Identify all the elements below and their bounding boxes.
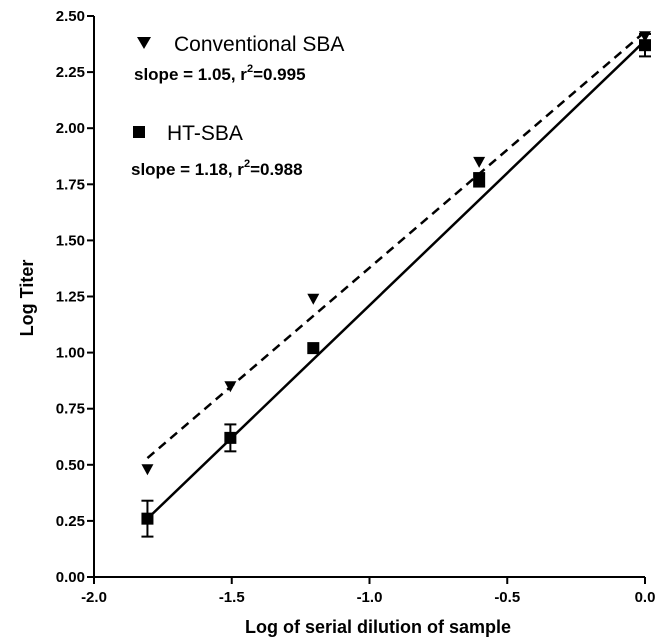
- r2-exponent: 2: [247, 63, 253, 75]
- fit-line-conventional-sba: [146, 30, 646, 460]
- y-tick-label: 2.25: [56, 64, 85, 81]
- legend-label-conventional-sba: Conventional SBA: [174, 33, 344, 56]
- y-tick-label: 1.00: [56, 345, 85, 362]
- point-conventional-sba: [141, 464, 154, 476]
- x-axis-ticks: -2.0 -1.5 -1.0 -0.5 0.0: [81, 577, 655, 606]
- slope-annotation-conventional-sba: slope = 1.05, r2=0.995: [134, 63, 306, 84]
- y-tick-label: 0.00: [56, 569, 85, 586]
- data-points: [141, 31, 651, 525]
- x-tick-label: -1.0: [357, 589, 383, 606]
- legend: Conventional SBA slope = 1.05, r2=0.995 …: [131, 33, 344, 179]
- y-tick-label: 1.75: [56, 176, 85, 193]
- x-tick-label: -0.5: [494, 589, 520, 606]
- fit-lines: [146, 30, 646, 520]
- y-tick-label: 1.25: [56, 289, 85, 306]
- r2-value: =0.995: [253, 65, 305, 84]
- r2-value: =0.988: [250, 160, 302, 179]
- y-axis-ticks: 0.00 0.25 0.50 0.75 1.00 1.25 1.50 1.75 2.00 2.25…: [56, 8, 94, 586]
- x-tick-label: -1.5: [219, 589, 245, 606]
- y-axis-title: Log Titer: [17, 260, 37, 337]
- x-tick-label: -2.0: [81, 589, 107, 606]
- axes: [93, 16, 645, 578]
- y-tick-label: 2.50: [56, 8, 85, 25]
- point-conventional-sba: [224, 381, 237, 393]
- point-conventional-sba: [307, 293, 320, 305]
- legend-marker-conventional-sba: [137, 37, 151, 49]
- x-axis-title: Log of serial dilution of sample: [245, 617, 511, 637]
- y-tick-label: 0.50: [56, 457, 85, 474]
- legend-label-ht-sba: HT-SBA: [167, 122, 243, 145]
- point-ht-sba: [473, 173, 486, 186]
- point-ht-sba: [141, 512, 154, 525]
- point-conventional-sba: [473, 156, 486, 168]
- fit-line-ht-sba: [146, 39, 646, 520]
- point-ht-sba: [639, 39, 651, 52]
- y-tick-label: 1.50: [56, 232, 85, 249]
- point-ht-sba: [224, 431, 237, 444]
- slope-text: slope = 1.18, r: [131, 160, 244, 179]
- y-tick-label: 0.75: [56, 401, 85, 418]
- y-tick-label: 0.25: [56, 513, 85, 530]
- slope-annotation-ht-sba: slope = 1.18, r2=0.988: [131, 158, 303, 179]
- r2-exponent: 2: [244, 158, 250, 170]
- legend-marker-ht-sba: [133, 126, 145, 138]
- point-conventional-sba: [639, 31, 651, 43]
- point-ht-sba: [307, 342, 320, 355]
- slope-text: slope = 1.05, r: [134, 65, 247, 84]
- x-tick-label: 0.0: [635, 589, 656, 606]
- y-tick-label: 2.00: [56, 120, 85, 137]
